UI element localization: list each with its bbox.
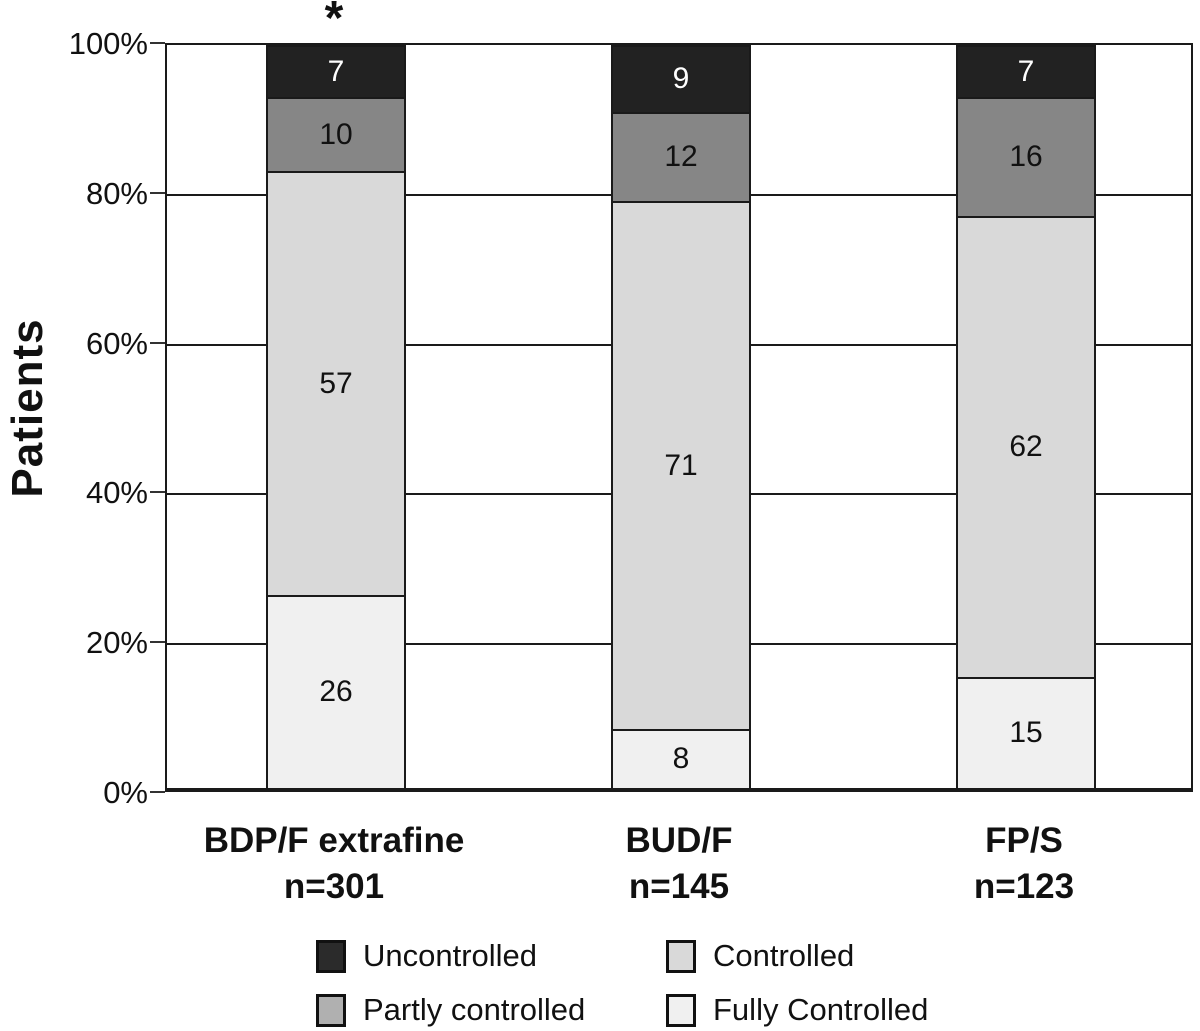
legend-swatch [316,993,346,1027]
bar-segment-controlled: 71 [611,201,751,729]
bar-segment-controlled: 57 [266,171,406,595]
segment-value-label: 12 [664,140,698,174]
y-tick-label: 60% [85,325,148,361]
segment-value-label: 57 [319,367,353,401]
bar-segment-uncontrolled: 7 [956,45,1096,97]
bar-segment-uncontrolled: 9 [611,45,751,112]
category-name: BDP/F extrafine [203,821,465,860]
segment-value-label: 8 [672,742,690,776]
legend-swatch [666,939,696,973]
y-tick-mark [150,42,165,44]
y-tick-mark [150,641,165,644]
legend-item-uncontrolled: Uncontrolled [316,938,666,974]
legend: Uncontrolled Controlled Partly controlled F… [316,938,928,1028]
bar-segment-fully-controlled: 8 [611,728,751,788]
y-axis-title: Patients [3,318,52,498]
legend-label: Uncontrolled [363,938,538,973]
category-n-count: n=123 [973,867,1075,906]
significance-asterisk: * [324,0,344,45]
bar-bud-f: 9 12 71 8 [611,45,751,788]
plot-area: 7 10 57 26 9 12 71 8 7 16 62 15 [165,43,1193,792]
segment-value-label: 71 [664,448,698,482]
segment-value-label: 26 [319,675,353,709]
segment-value-label: 16 [1009,140,1043,174]
bar-fp-s: 7 16 62 15 [956,45,1096,788]
segment-value-label: 9 [672,62,690,96]
category-name: FP/S [985,821,1063,860]
segment-value-label: 62 [1009,430,1043,464]
bar-segment-partly-controlled: 10 [266,97,406,172]
segment-value-label: 10 [319,118,353,152]
legend-swatch [666,993,696,1027]
category-n-count: n=301 [283,867,385,906]
y-tick-label: 80% [85,175,148,211]
legend-item-controlled: Controlled [666,938,928,974]
bar-segment-fully-controlled: 26 [266,594,406,788]
legend-swatch [316,939,346,973]
y-tick-mark [150,791,165,793]
category-n-count: n=145 [628,867,730,906]
legend-item-fully-controlled: Fully Controlled [666,992,928,1028]
segment-value-label: 15 [1009,716,1043,750]
segment-value-label: 7 [327,55,345,88]
bar-bdp-f-extrafine: 7 10 57 26 [266,45,406,788]
bar-segment-controlled: 62 [956,215,1096,677]
bar-segment-fully-controlled: 15 [956,676,1096,788]
category-name: BUD/F [625,821,733,860]
y-tick-mark [150,491,165,494]
category-label: BDP/F extrafine n=301 [124,818,544,910]
legend-item-partly-controlled: Partly controlled [316,992,666,1028]
bar-segment-partly-controlled: 16 [956,97,1096,216]
y-tick-mark [150,341,165,344]
bar-segment-partly-controlled: 12 [611,111,751,202]
legend-label: Fully Controlled [713,992,929,1027]
category-label: BUD/F n=145 [469,818,889,910]
y-tick-label: 40% [85,475,148,511]
y-tick-label: 20% [85,625,148,661]
legend-label: Controlled [713,938,855,973]
segment-value-label: 7 [1017,55,1035,88]
legend-label: Partly controlled [363,992,586,1027]
bar-segment-uncontrolled: 7 [266,45,406,97]
y-tick-mark [150,191,165,194]
category-label: FP/S n=123 [814,818,1200,910]
y-tick-label: 100% [68,26,148,61]
y-tick-label: 0% [103,775,148,810]
